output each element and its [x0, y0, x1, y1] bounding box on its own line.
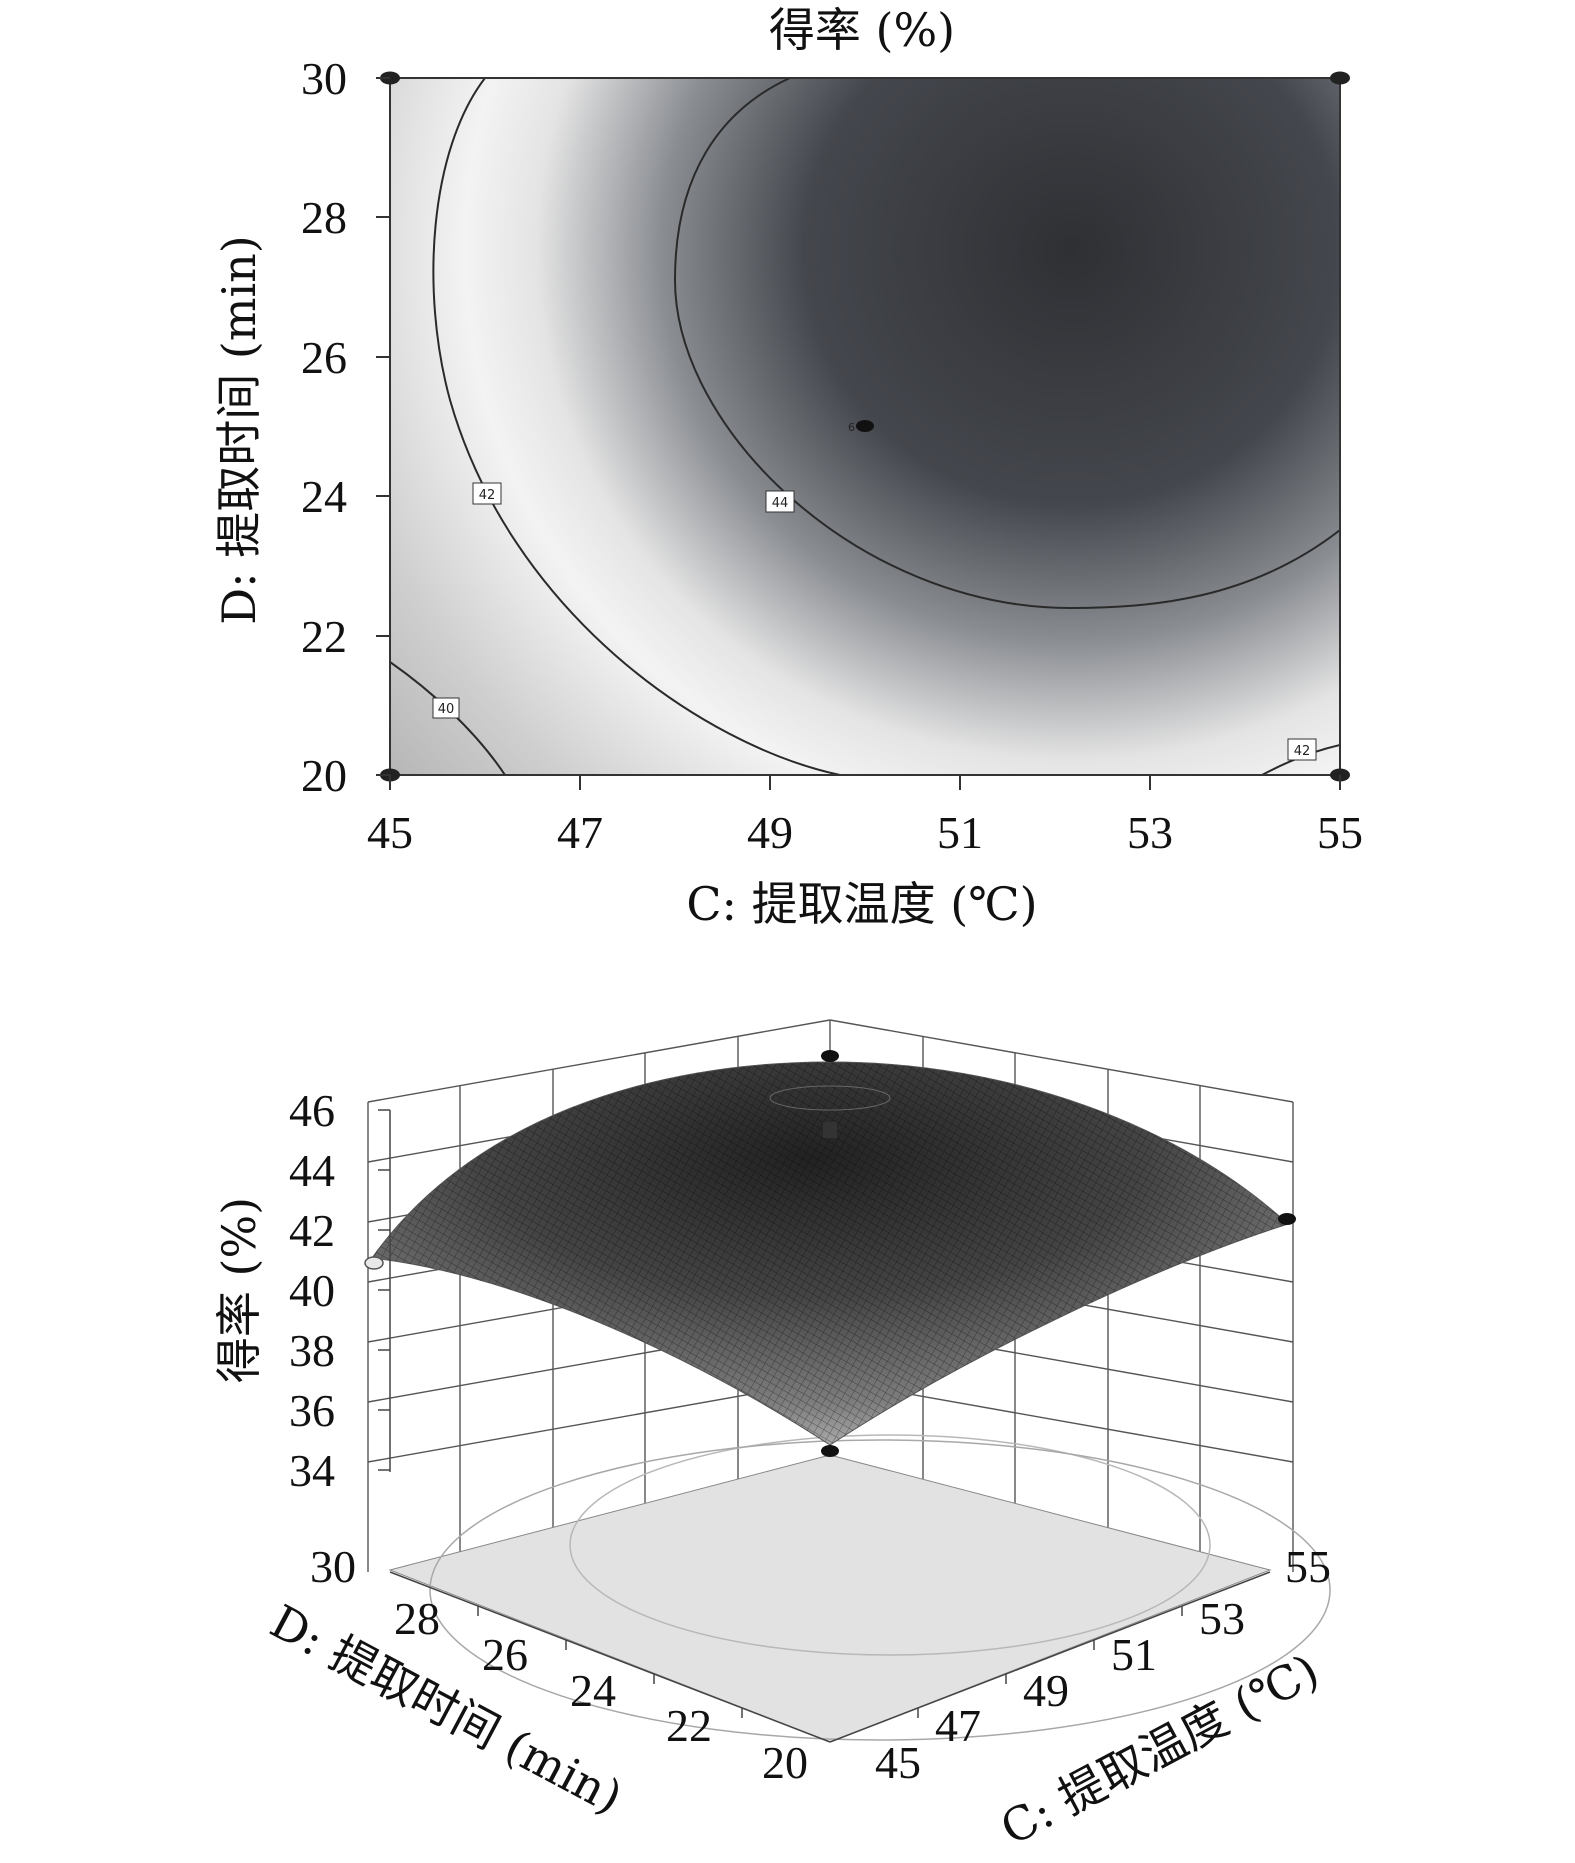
surface-plot: 46 44 42 40 38 36 34 得率 (%) 30 28 26 24 … [212, 1019, 1331, 1856]
contour-x-ticks: 45 47 49 51 53 55 [367, 775, 1363, 858]
z-tick-label: 44 [289, 1145, 335, 1196]
svg-text:42: 42 [1294, 744, 1311, 759]
x-tick-label: 45 [367, 807, 413, 858]
x-tick-label: 51 [937, 807, 983, 858]
center-point-count: 6 [848, 421, 855, 434]
c-tick-label: 47 [935, 1700, 981, 1751]
c-tick-label: 51 [1111, 1629, 1157, 1680]
contour-label-42-right: 42 [1287, 738, 1317, 761]
c-tick-label: 45 [875, 1737, 921, 1788]
design-point-center [856, 420, 874, 432]
x-tick-label: 49 [747, 807, 793, 858]
contour-x-axis-label: C: 提取温度 (℃) [686, 877, 1037, 931]
y-tick-label: 26 [301, 332, 347, 383]
contour-label-44: 44 [765, 490, 795, 513]
z-tick-label: 38 [289, 1325, 335, 1376]
contour-line-44 [673, 78, 1340, 610]
y-tick-label: 20 [301, 750, 347, 801]
d-tick-label: 28 [394, 1593, 440, 1644]
c-tick-label: 55 [1285, 1541, 1331, 1592]
floor-contour-ring [429, 1439, 1331, 1741]
c-tick-label: 49 [1023, 1665, 1069, 1716]
contour-frame [389, 77, 1341, 776]
surface-z-ticks: 46 44 42 40 38 36 34 [289, 1085, 390, 1496]
surface-floor [388, 1454, 1272, 1743]
contour-label-40: 40 [432, 697, 460, 719]
y-tick-label: 24 [301, 471, 347, 522]
svg-text:42: 42 [479, 488, 496, 503]
response-surface-mesh [372, 1062, 1288, 1445]
contour-line-42-main [432, 78, 841, 775]
surface-c-ticks: 45 47 49 51 53 55 [875, 1541, 1331, 1788]
contour-y-axis-label: D: 提取时间 (min) [212, 235, 266, 624]
x-tick-label: 55 [1317, 807, 1363, 858]
z-tick-label: 42 [289, 1205, 335, 1256]
svg-text:40: 40 [438, 702, 455, 717]
x-tick-label: 53 [1127, 807, 1173, 858]
d-axis-line [389, 1571, 831, 1743]
design-point [821, 1445, 839, 1457]
surface-d-ticks: 30 28 26 24 22 20 [310, 1541, 808, 1788]
d-tick-label: 26 [482, 1629, 528, 1680]
d-tick-label: 22 [666, 1700, 712, 1751]
c-axis-line [829, 1571, 1271, 1743]
contour-label-42-left: 42 [472, 482, 502, 505]
z-tick-label: 36 [289, 1385, 335, 1436]
contour-title: 得率 (%) [769, 3, 955, 57]
y-tick-label: 28 [301, 192, 347, 243]
z-tick-label: 46 [289, 1085, 335, 1136]
surface-peak-ring [769, 1085, 891, 1111]
d-tick-label: 24 [570, 1665, 616, 1716]
z-tick-label: 34 [289, 1445, 335, 1496]
y-tick-label: 30 [301, 53, 347, 104]
svg-text:44: 44 [772, 496, 789, 511]
design-point [364, 1256, 384, 1270]
y-tick-label: 22 [301, 611, 347, 662]
design-point [1330, 71, 1350, 85]
c-tick-label: 53 [1199, 1593, 1245, 1644]
d-tick-label: 30 [310, 1541, 356, 1592]
x-tick-label: 47 [557, 807, 603, 858]
z-tick-label: 40 [289, 1265, 335, 1316]
contour-plot: 得率 (%) 40 42 42 44 [212, 3, 1363, 931]
surface-z-axis-label: 得率 (%) [212, 1197, 266, 1383]
design-points: 6 [380, 71, 1350, 782]
d-tick-label: 20 [762, 1737, 808, 1788]
design-point-marker [823, 1122, 837, 1138]
design-point [1278, 1213, 1296, 1225]
contour-y-ticks: 30 28 26 24 22 20 [301, 53, 390, 801]
design-point [821, 1050, 839, 1062]
floor-contour-ring [569, 1434, 1211, 1656]
